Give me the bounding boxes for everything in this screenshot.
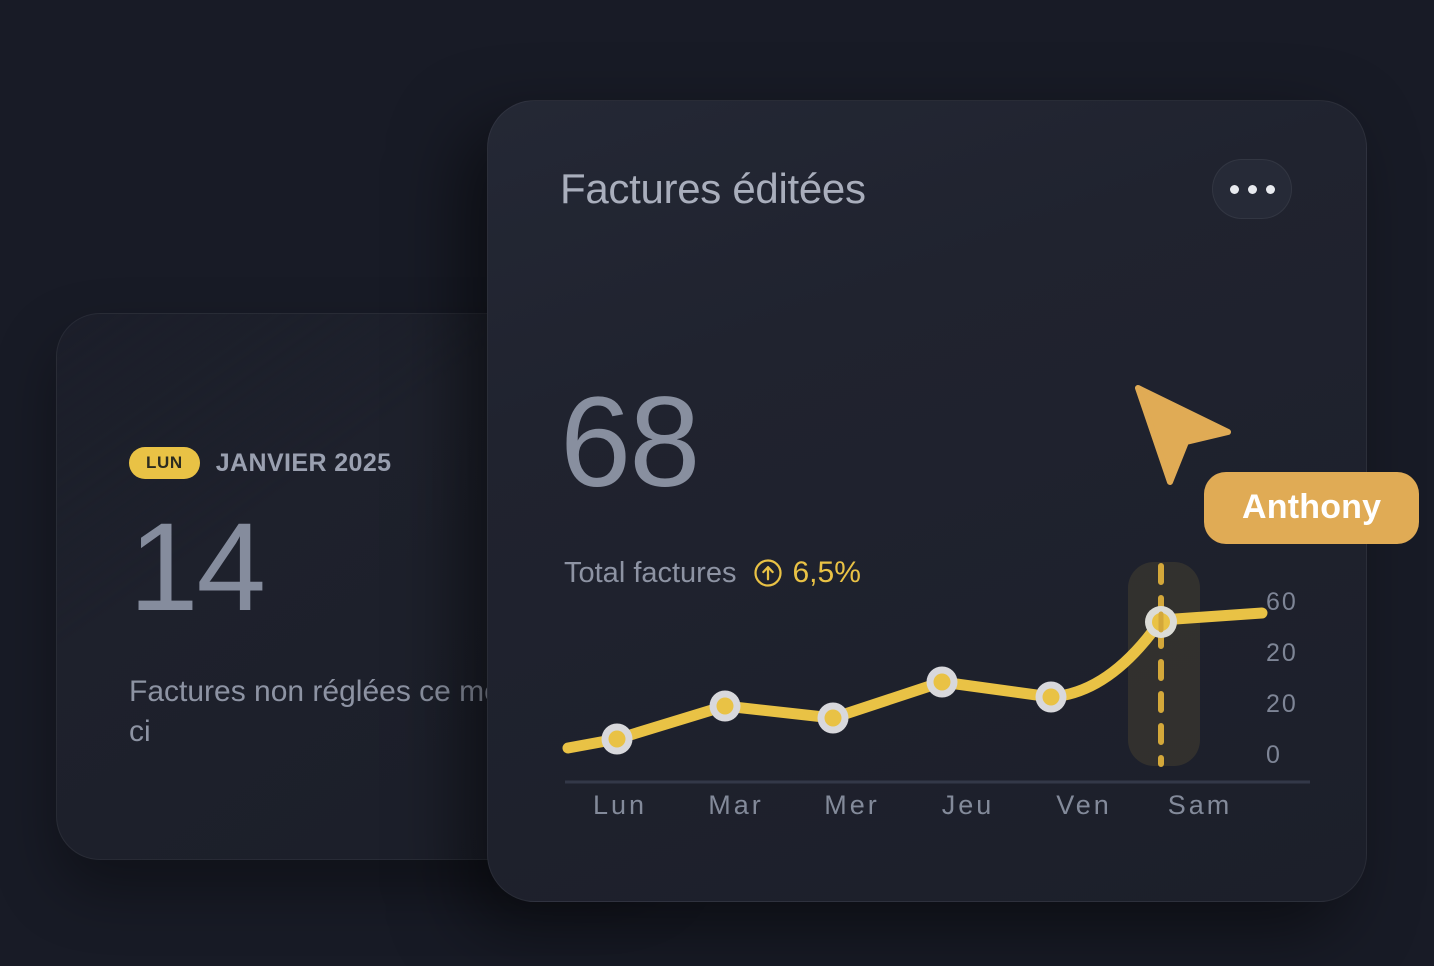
day-badge: LUN — [129, 447, 200, 479]
month-label: JANVIER 2025 — [215, 448, 392, 477]
unpaid-invoices-content: LUN JANVIER 2025 14 Factures non réglées… — [129, 447, 549, 752]
date-row: LUN JANVIER 2025 — [129, 447, 549, 479]
page-title: Factures éditées — [560, 165, 866, 212]
cursor-user-label: Anthony — [1204, 472, 1420, 544]
ellipsis-icon[interactable] — [1212, 159, 1292, 219]
unpaid-invoices-value: 14 — [129, 498, 266, 637]
edited-invoices-value: 68 — [560, 371, 700, 514]
arrow-up-circle-icon — [754, 559, 783, 587]
trend-value: 6,5% — [792, 556, 861, 589]
pointer-arrow-icon — [1135, 385, 1231, 485]
edited-invoices-card: Factures éditées 68 Total factures 6,5% … — [487, 100, 1367, 902]
total-invoices-label: Total factures — [564, 556, 737, 589]
ellipsis-dot — [1229, 184, 1239, 194]
total-invoices-row: Total factures 6,5% — [564, 556, 861, 590]
trend-indicator: 6,5% — [753, 556, 861, 590]
ellipsis-dot — [1247, 184, 1257, 194]
card-header: Factures éditées — [560, 159, 1292, 219]
unpaid-invoices-description: Factures non réglées ce mois ci — [129, 675, 523, 748]
ellipsis-dot — [1265, 184, 1275, 194]
